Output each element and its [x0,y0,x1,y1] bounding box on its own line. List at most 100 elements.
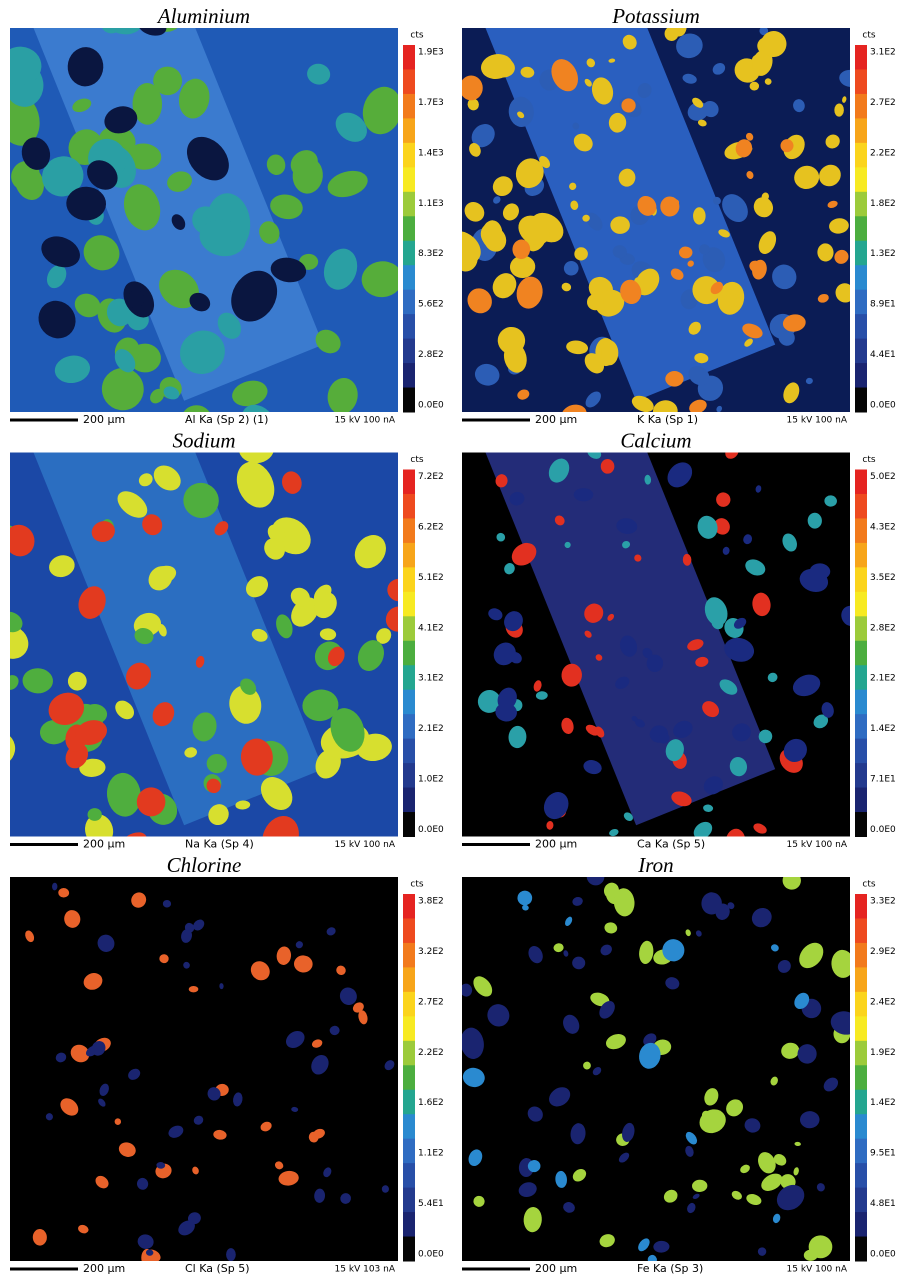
map-image [462,452,850,837]
colorbar-step [855,93,867,119]
colorbar-step [403,1040,415,1066]
colorbar-label: 2.2E2 [870,148,896,158]
colorbar-step [855,216,867,242]
colorbar-step [855,314,867,340]
colorbar-label: 4.4E1 [870,350,896,360]
colorbar-step [855,142,867,168]
map-label: Na Ka (Sp 4) [185,838,254,851]
colorbar-label: 5.0E2 [870,472,896,482]
colorbar-step [855,567,867,593]
colorbar-unit: cts [862,31,875,41]
colorbar-step [403,289,415,315]
colorbar-step [403,812,415,837]
colorbar-step [403,314,415,340]
colorbar-step [403,69,415,95]
scale-label: 200 µm [535,1262,577,1275]
colorbar-step [403,591,415,617]
colorbar-step [855,591,867,617]
colorbar-step [403,1065,415,1091]
colorbar-label: 1.7E3 [418,98,444,108]
colorbar-step [855,69,867,95]
colorbar-step [403,265,415,291]
colorbar-label: 1.9E2 [870,1048,896,1058]
map-image [462,28,850,412]
colorbar-label: 3.3E2 [870,897,896,907]
conditions: 15 kV 100 nA [335,416,396,426]
colorbar-step [403,665,415,691]
colorbar-step [855,1187,867,1213]
colorbar-label: 0.0E0 [418,825,444,835]
colorbar-label: 1.1E2 [418,1149,444,1159]
colorbar-step [855,191,867,217]
colorbar-step [403,338,415,364]
colorbar-step [855,689,867,715]
colorbar-unit: cts [410,31,423,41]
scale-label: 200 µm [535,413,577,426]
colorbar-step [403,689,415,715]
map-label: Al Ka (Sp 2) (1) [185,413,268,426]
colorbar-step [855,1114,867,1140]
map-label: Cl Ka (Sp 5) [185,1262,250,1275]
colorbar-step [855,338,867,364]
colorbar-step [855,518,867,544]
colorbar-label: 7.2E2 [418,472,444,482]
colorbar-step [403,1236,415,1262]
colorbar-step [403,216,415,242]
element-map-panel: Calcium cts 5.0E2 4.3E2 3.5E2 2.8E2 2.1E2 1.4E2… [462,429,896,851]
colorbar-label: 7.1E1 [870,775,896,785]
colorbar-step [403,787,415,813]
element-map-panel: Aluminium cts 1.9E3 1.7E3 1.4E3 1.1E3 8.3E2 5.6… [10,4,444,426]
panel-title: Sodium [173,429,236,453]
colorbar-label: 1.4E2 [870,724,896,734]
colorbar-unit: cts [862,455,875,465]
colorbar-unit: cts [410,455,423,465]
colorbar-step [855,493,867,519]
colorbar-step [855,616,867,642]
colorbar-label: 1.3E2 [870,249,896,259]
conditions: 15 kV 100 nA [787,840,848,850]
colorbar-step [855,1040,867,1066]
element-map-panel: Chlorine cts 3.8E2 3.2E2 2.7E2 2.2E2 1.6E2 1.1E… [10,853,444,1275]
element-map-panel: Potassium cts 3.1E2 2.7E2 2.2E2 1.8E2 1.3E2 8.9… [462,4,896,426]
conditions: 15 kV 100 nA [335,840,396,850]
colorbar-label: 3.5E2 [870,573,896,583]
colorbar-step [855,240,867,266]
map-label: Ca Ka (Sp 5) [637,838,705,851]
colorbar-label: 4.3E2 [870,522,896,532]
element-map-panel: Sodium cts 7.2E2 6.2E2 5.1E2 4.1E2 3.1E2 2.1E2 1… [10,429,444,851]
scale-label: 200 µm [83,1262,125,1275]
colorbar-label: 2.1E2 [870,674,896,684]
colorbar-step [403,1016,415,1042]
colorbar-label: 0.0E0 [418,1250,444,1260]
colorbar-step [403,167,415,193]
colorbar-label: 0.0E0 [870,401,896,411]
colorbar-step [855,812,867,837]
conditions: 15 kV 100 nA [787,416,848,426]
colorbar-step [855,289,867,315]
colorbar-label: 2.4E2 [870,997,896,1007]
colorbar-step [855,665,867,691]
colorbar-label: 1.6E2 [418,1098,444,1108]
colorbar-step [403,93,415,119]
colorbar-step [403,387,415,413]
colorbar-step [855,991,867,1017]
scale-label: 200 µm [83,413,125,426]
colorbar-label: 5.6E2 [418,300,444,310]
panel-title: Calcium [620,429,691,453]
colorbar-step [855,363,867,389]
colorbar-step [403,118,415,144]
colorbar-unit: cts [862,880,875,890]
map-image [462,877,850,1261]
colorbar-step [403,1187,415,1213]
colorbar-label: 1.1E3 [418,199,444,209]
colorbar-label: 0.0E0 [870,1250,896,1260]
colorbar-step [855,45,867,70]
colorbar-step [855,469,867,495]
colorbar-step [855,1236,867,1262]
colorbar-step [403,469,415,495]
colorbar-step [403,191,415,217]
colorbar-unit: cts [410,880,423,890]
colorbar-label: 2.8E2 [870,623,896,633]
colorbar-label: 2.1E2 [418,724,444,734]
